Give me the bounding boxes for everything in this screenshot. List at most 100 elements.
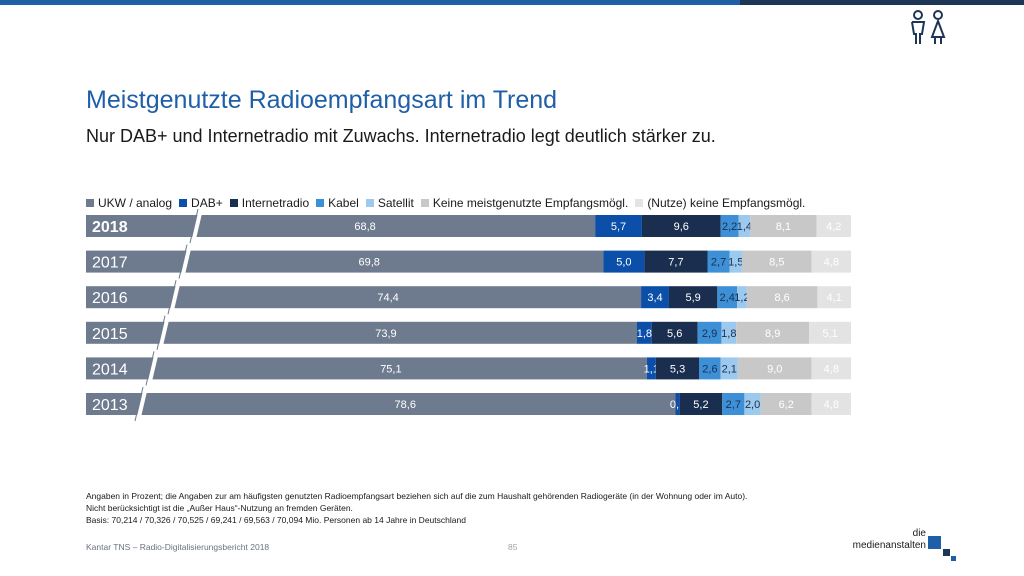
bar-segment bbox=[746, 286, 818, 309]
legend-swatch bbox=[635, 199, 644, 207]
bar-segment bbox=[668, 286, 718, 309]
slide-subtitle: Nur DAB+ und Internetradio mit Zuwachs. … bbox=[86, 126, 716, 146]
footnote: Angaben in Prozent; die Angaben zur am h… bbox=[86, 490, 747, 526]
slide-title: Meistgenutzte Radioempfangsart im Trend bbox=[86, 86, 558, 114]
axis-break-line bbox=[156, 315, 166, 350]
legend-swatch bbox=[316, 199, 325, 207]
footnote-line: Nicht berücksichtigt ist die „Außer Haus… bbox=[86, 503, 353, 513]
bar-segment bbox=[699, 357, 721, 380]
bar-segment bbox=[809, 321, 851, 344]
page-number: 85 bbox=[508, 542, 518, 552]
data-label: 4,8 bbox=[824, 399, 839, 411]
data-label: 4,1 bbox=[827, 292, 842, 304]
data-label: 4,2 bbox=[826, 221, 841, 233]
bar-segment bbox=[722, 393, 745, 415]
year-label: 2018 bbox=[92, 219, 128, 236]
bar-segment-ukw bbox=[86, 357, 647, 380]
legend-label: Satellit bbox=[377, 196, 414, 210]
axis-break-slash bbox=[136, 386, 148, 422]
legend-swatch bbox=[420, 199, 429, 207]
legend-label: DAB+ bbox=[191, 196, 223, 210]
legend-item: (Nutze) keine Empfangsmögl. bbox=[635, 196, 805, 210]
axis-break-slash bbox=[158, 315, 170, 351]
data-label: 2,2 bbox=[722, 221, 737, 233]
top-accent-bar bbox=[0, 0, 740, 5]
data-label: 78,6 bbox=[395, 399, 416, 411]
bar-segment-ukw bbox=[86, 393, 676, 415]
legend-item: Internetradio bbox=[229, 196, 309, 210]
data-label: 74,4 bbox=[377, 292, 398, 304]
year-label: 2015 bbox=[92, 326, 128, 343]
legend-label: (Nutze) keine Empfangsmögl. bbox=[647, 196, 806, 210]
legend-item: DAB+ bbox=[179, 196, 223, 210]
bar-segment bbox=[721, 321, 737, 344]
legend-item: Kabel bbox=[316, 196, 359, 210]
legend-label: Keine meistgenutzte Empfangsmögl. bbox=[432, 196, 629, 210]
data-label: 2,7 bbox=[726, 399, 741, 411]
axis-break-line bbox=[134, 386, 144, 422]
bar-segment-ukw bbox=[86, 321, 637, 344]
bar-segment bbox=[738, 215, 751, 237]
data-label: 2,7 bbox=[711, 257, 726, 269]
bar-segment bbox=[641, 215, 721, 237]
data-label: 6,2 bbox=[779, 399, 794, 411]
bar-segment bbox=[636, 321, 652, 344]
year-label: 2014 bbox=[92, 361, 128, 378]
brand-line-1: die bbox=[912, 528, 926, 539]
bar-segment bbox=[595, 215, 642, 237]
axis-break-line bbox=[189, 208, 199, 244]
axis-break-slash bbox=[191, 208, 203, 244]
data-label: 9,6 bbox=[674, 221, 689, 233]
bar-segment bbox=[811, 357, 851, 380]
bar-segment bbox=[811, 250, 851, 273]
data-label: 73,9 bbox=[375, 328, 396, 340]
bar-segment bbox=[603, 250, 645, 273]
data-label: 8,6 bbox=[774, 292, 789, 304]
bar-segment bbox=[720, 215, 739, 237]
data-label: 2,6 bbox=[702, 363, 717, 375]
legend-label: Kabel bbox=[328, 196, 359, 210]
data-label: 2,0 bbox=[745, 399, 760, 411]
medienanstalten-logo-icon bbox=[928, 536, 956, 561]
legend-swatch bbox=[365, 199, 374, 207]
data-label: 1,5 bbox=[728, 257, 743, 269]
bar-segment bbox=[717, 286, 738, 309]
data-label: 8,9 bbox=[765, 328, 780, 340]
axis-break-line bbox=[178, 244, 188, 279]
legend-swatch bbox=[229, 199, 238, 207]
bar-segment-ukw bbox=[86, 250, 604, 273]
data-label: 5,0 bbox=[616, 257, 631, 269]
bar-segment bbox=[817, 286, 851, 309]
data-label: 7,7 bbox=[668, 257, 683, 269]
bar-segment bbox=[811, 393, 851, 415]
bar-segment-ukw bbox=[86, 215, 596, 237]
year-label: 2013 bbox=[92, 397, 128, 414]
bar-segment bbox=[744, 393, 761, 415]
data-label: 4,8 bbox=[824, 257, 839, 269]
data-label: 5,3 bbox=[670, 363, 685, 375]
footnote-line: Angaben in Prozent; die Angaben zur am h… bbox=[86, 491, 748, 501]
bar-segment bbox=[707, 250, 730, 273]
bar-segment bbox=[644, 250, 708, 273]
bar-segment bbox=[720, 357, 738, 380]
data-label: 1,8 bbox=[637, 328, 652, 340]
two-persons-icon bbox=[911, 10, 946, 44]
data-label: 1,1 bbox=[644, 363, 659, 375]
data-label: 5,1 bbox=[822, 328, 837, 340]
chart-legend: UKW / analog DAB+ Internetradio Kabel Satell… bbox=[86, 196, 812, 210]
bar-segment bbox=[679, 393, 723, 415]
data-label: 2,4 bbox=[720, 292, 735, 304]
bar-segment bbox=[750, 215, 817, 237]
bar-segment bbox=[651, 321, 698, 344]
data-label: 2,9 bbox=[702, 328, 717, 340]
bar-segment bbox=[655, 357, 700, 380]
source-note: Kantar TNS – Radio-Digitalisierungsberic… bbox=[86, 542, 270, 552]
data-label: 69,8 bbox=[358, 257, 379, 269]
legend-item: Satellit bbox=[365, 196, 414, 210]
bar-segment bbox=[816, 215, 851, 237]
legend-swatch bbox=[179, 199, 188, 207]
data-label: 5,2 bbox=[693, 399, 708, 411]
bar-segment bbox=[641, 286, 669, 309]
legend-swatch bbox=[86, 199, 94, 207]
